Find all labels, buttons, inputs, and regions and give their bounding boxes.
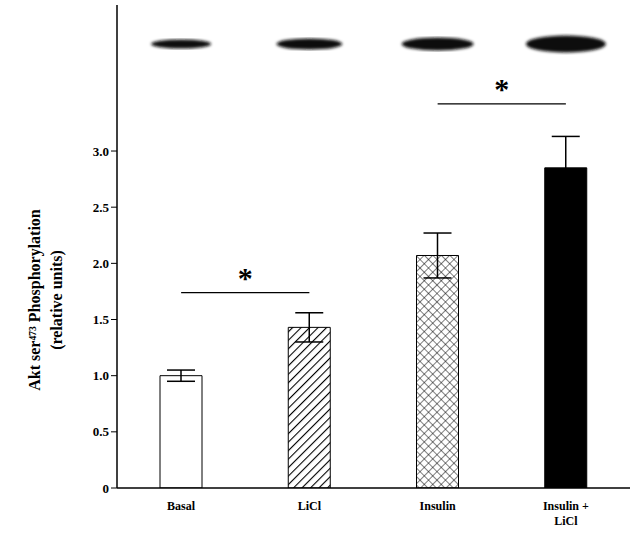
svg-text:3.0: 3.0 (93, 144, 109, 159)
svg-text:Insulin: Insulin (420, 499, 456, 513)
svg-text:(relative units): (relative units) (48, 250, 66, 350)
svg-text:1.0: 1.0 (93, 368, 109, 383)
svg-text:Insulin +LiCl: Insulin +LiCl (543, 499, 589, 528)
svg-text:2.0: 2.0 (93, 256, 109, 271)
svg-text:1.5: 1.5 (93, 312, 110, 327)
svg-text:*: * (494, 72, 509, 105)
svg-text:Basal: Basal (167, 499, 196, 513)
svg-text:2.5: 2.5 (93, 200, 110, 215)
svg-text:*: * (238, 261, 253, 294)
svg-text:LiCl: LiCl (298, 499, 322, 513)
svg-text:0: 0 (103, 481, 110, 496)
svg-text:Akt ser⁴⁷³ Phosphorylation: Akt ser⁴⁷³ Phosphorylation (26, 209, 44, 391)
svg-text:0.5: 0.5 (93, 424, 110, 439)
